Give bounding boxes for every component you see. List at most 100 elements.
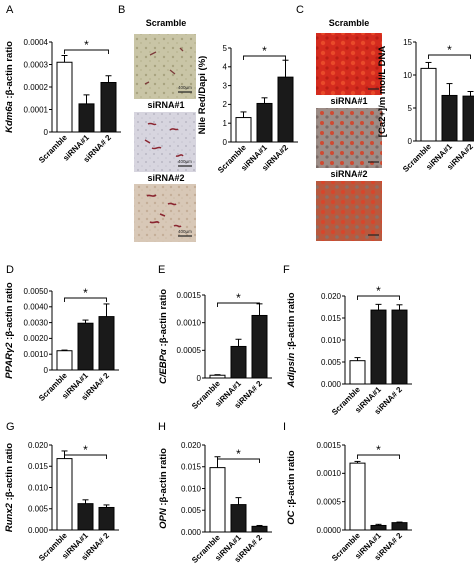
y-tick-label: 0.005: [28, 505, 49, 514]
y-tick-label: 0.015: [28, 462, 49, 471]
significance-bracket: [428, 54, 471, 59]
y-tick-label: 1: [223, 119, 228, 128]
panel-label: G: [6, 421, 15, 433]
chart-panel-f: F 0.000 0.005 0.010 0.015 0.020 Adipsin :β-act…: [283, 264, 412, 417]
y-axis-label-text: [Ca2+]/m mol/L DNA: [377, 46, 388, 138]
bar-sirna2: [100, 82, 117, 133]
micrograph-b-sirna2-cells: [146, 194, 182, 228]
micrograph-c-label-sirna2: siRNA#2: [330, 169, 367, 179]
y-axis-label-text: :β-actin ratio: [286, 292, 297, 352]
y-tick-label: 0.015: [321, 314, 342, 323]
significance-bracket: [243, 55, 286, 60]
y-tick-label: 0.0015: [177, 291, 202, 300]
y-axis-label-text: :β-actin ratio: [4, 282, 15, 342]
micrograph-c-sirna1: [316, 108, 382, 168]
y-tick-label: 0.0004: [24, 38, 49, 47]
y-tick-label: 0: [408, 137, 413, 146]
micrograph-b-label-scramble: Scramble: [146, 18, 187, 28]
y-axis-label: Nile Red/Dapi (%): [197, 56, 208, 135]
y-tick-label: 0.0005: [177, 346, 202, 355]
bar-sirna2: [98, 506, 115, 531]
y-tick-label: 0.005: [181, 506, 202, 515]
micrograph-b-sirna1-cells: [144, 122, 184, 157]
micrograph-c-scramble: [316, 33, 382, 95]
y-tick-label: 0.0003: [24, 60, 49, 69]
y-tick-label: 0.000: [181, 528, 202, 537]
significance-bracket: [357, 295, 400, 300]
micrograph-b-scramble-cells: [144, 47, 184, 85]
y-tick-label: 0: [44, 128, 49, 137]
y-tick-label: 0.0015: [317, 441, 342, 450]
significance-bracket: [64, 454, 107, 459]
significance-star: *: [376, 284, 381, 298]
y-axis-label-text: :β-actin ratio: [158, 289, 169, 349]
y-axis-label-gene: Kdm6a: [4, 101, 15, 133]
y-tick-label: 0.0000: [317, 526, 342, 535]
y-tick-label: 0.0010: [24, 350, 49, 359]
panel-label: D: [6, 264, 14, 276]
significance-star: *: [236, 291, 241, 305]
y-tick-label: 0.010: [28, 483, 49, 492]
bar-sirna2: [391, 522, 408, 531]
chart-panel-i: I 0.0000 0.0005 0.0010 0.0015 OC :β-actin rat…: [283, 421, 412, 563]
y-tick-label: 0.000: [28, 526, 49, 535]
micrographs-c: Scramble siRNA#1 siRNA#2: [316, 18, 382, 241]
y-tick-label: 0.020: [28, 441, 49, 450]
micrographs-b: Scramble 400µm siRNA#1 400µm siRNA#2 400…: [134, 18, 196, 242]
y-tick-label: 10: [403, 71, 412, 80]
chart-panel-e: E 0 0.0005 0.0010 0.0015 C/EBPα :β-actin rati…: [158, 264, 272, 411]
scale-label: 400µm: [178, 229, 192, 234]
panel-label: E: [158, 264, 165, 276]
significance-star: *: [84, 38, 89, 52]
y-tick-label: 0.0010: [177, 318, 202, 327]
y-tick-label: 0.020: [321, 292, 342, 301]
y-tick-label: 0.0001: [24, 105, 49, 114]
y-axis-label-gene: PPARγ2: [4, 342, 15, 379]
panel-label: H: [158, 421, 166, 433]
y-axis-label-gene: Runx2: [4, 502, 15, 532]
panel-label: C: [296, 4, 304, 16]
micrograph-b-scramble: [134, 34, 196, 99]
bar-sirna1: [78, 103, 95, 133]
bar-sirna1: [441, 94, 458, 142]
y-axis-label: PPARγ2 :β-actin ratio: [4, 282, 15, 379]
y-tick-label: 0.0002: [24, 83, 49, 92]
y-axis-label: Runx2 :β-actin ratio: [4, 443, 15, 532]
significance-star: *: [236, 447, 241, 461]
panel-label: A: [6, 4, 14, 16]
y-tick-label: 0.020: [181, 441, 202, 450]
y-tick-label: 0.0040: [24, 303, 49, 312]
y-tick-label: 15: [403, 38, 412, 47]
bar-scramble: [209, 374, 226, 379]
bar-sirna2: [251, 525, 268, 533]
y-tick-label: 0.0030: [24, 318, 49, 327]
scale-label: 400µm: [178, 159, 192, 164]
chart-panel-d: D 0 0.0010 0.0020 0.0030 0.0040 0.0050 PPARγ2 :…: [4, 264, 119, 403]
y-axis-label-gene: OC: [286, 510, 297, 524]
y-axis-label-text: :β-actin ratio: [4, 41, 15, 101]
y-tick-label: 5: [408, 104, 413, 113]
micrograph-b-sirna1: [134, 112, 196, 172]
y-tick-label: 0.005: [321, 358, 342, 367]
y-axis-label-gene: Adipsin: [286, 352, 297, 388]
micrograph-b-sirna2: [134, 184, 196, 242]
bar-scramble: [349, 462, 366, 531]
bar-scramble: [209, 467, 226, 533]
significance-bracket: [357, 454, 400, 459]
significance-star: *: [447, 43, 452, 57]
panel-label: I: [283, 421, 286, 433]
y-tick-label: 0.0005: [317, 497, 342, 506]
significance-bracket: [64, 49, 109, 54]
y-tick-label: 0: [197, 374, 202, 383]
bar-sirna1: [230, 504, 247, 533]
chart-panel-a: A 0 0.0001 0.0002 0.0003 0.0004 Kdm6a :β-actin…: [4, 4, 121, 165]
micrograph-c-label-sirna1: siRNA#1: [330, 96, 367, 106]
bar-sirna2: [277, 76, 294, 143]
bar-scramble: [235, 117, 252, 143]
significance-star: *: [376, 443, 381, 457]
bar-scramble: [420, 67, 437, 142]
bar-scramble: [56, 61, 73, 133]
y-axis-label-text: :β-actin ratio: [4, 443, 15, 503]
